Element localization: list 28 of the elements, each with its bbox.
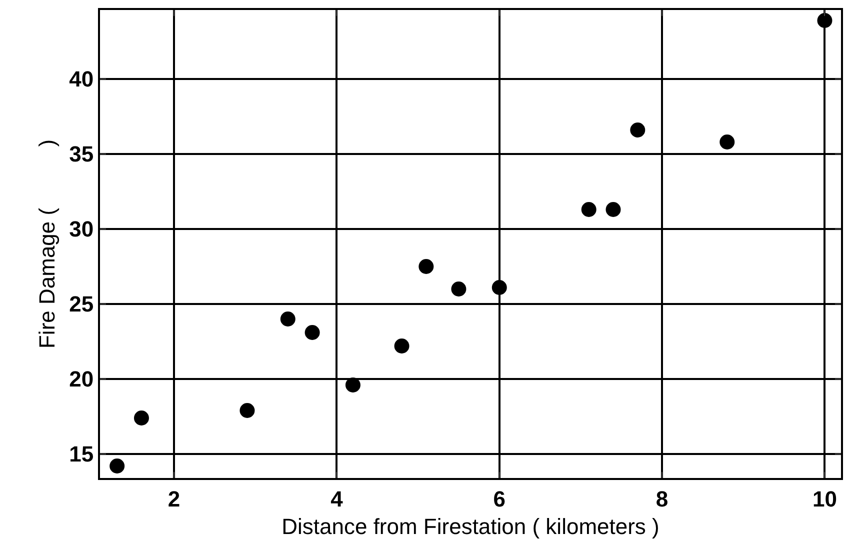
point: [280, 312, 296, 326]
y-axis-title: Fire Damage ( ): [34, 139, 60, 349]
y-tick-label: 35: [69, 142, 94, 167]
point: [110, 458, 125, 474]
y-tick-label: 40: [69, 66, 94, 92]
y-tick-label: 20: [69, 366, 94, 392]
y-tick-label: 30: [69, 216, 94, 242]
point: [240, 403, 255, 418]
x-tick-label: 4: [330, 486, 344, 512]
x-tick-label: 6: [493, 486, 506, 512]
x-tick-label: 10: [812, 486, 837, 512]
point: [606, 202, 621, 217]
x-tick-label: 8: [656, 486, 668, 512]
point: [451, 282, 466, 296]
y-tick-label: 25: [69, 292, 94, 317]
y-tick-label: 15: [69, 442, 94, 467]
point: [492, 280, 507, 295]
point: [581, 202, 596, 217]
point: [630, 122, 646, 138]
point: [345, 378, 360, 392]
x-tick-label: 2: [168, 486, 180, 512]
x-axis-title: Distance from Firestation ( kilometers ): [282, 514, 660, 539]
point: [134, 410, 149, 426]
point: [304, 325, 320, 340]
point: [720, 134, 735, 150]
point: [418, 259, 434, 274]
point: [394, 338, 410, 354]
point: [817, 13, 832, 28]
